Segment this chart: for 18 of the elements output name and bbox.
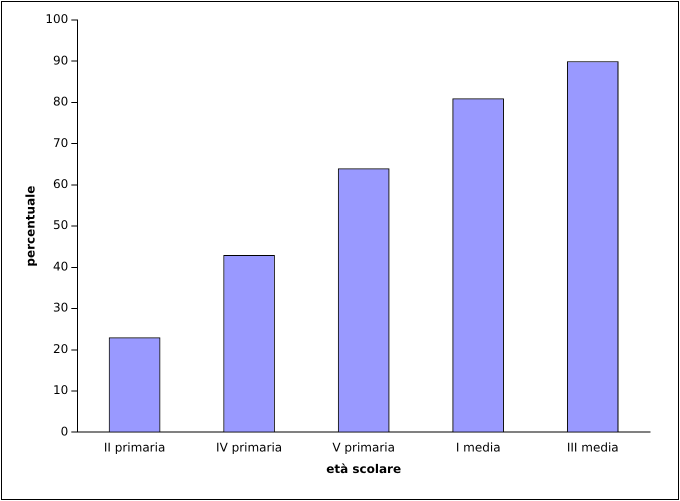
y-tick-label: 10 bbox=[53, 383, 68, 398]
y-tick-label: 70 bbox=[53, 136, 68, 150]
x-tick-label: IV primaria bbox=[216, 440, 282, 455]
x-tick-label: V primaria bbox=[332, 440, 395, 455]
y-tick-label: 40 bbox=[53, 259, 68, 274]
y-tick-label: 90 bbox=[53, 53, 68, 68]
x-axis-title: età scolare bbox=[326, 462, 402, 476]
y-tick-label: 60 bbox=[53, 177, 68, 192]
x-tick-label: II primaria bbox=[104, 440, 166, 455]
y-axis-title: percentuale bbox=[23, 186, 38, 267]
y-tick-label: 20 bbox=[53, 342, 68, 356]
y-tick-label: 100 bbox=[45, 12, 68, 26]
x-tick-label: III media bbox=[566, 440, 619, 455]
y-tick-label: 0 bbox=[60, 424, 68, 438]
y-tick-label: 50 bbox=[53, 218, 68, 232]
x-tick-label: I media bbox=[456, 440, 501, 455]
y-tick-label: 30 bbox=[53, 300, 68, 315]
y-tick-label: 80 bbox=[53, 94, 68, 109]
